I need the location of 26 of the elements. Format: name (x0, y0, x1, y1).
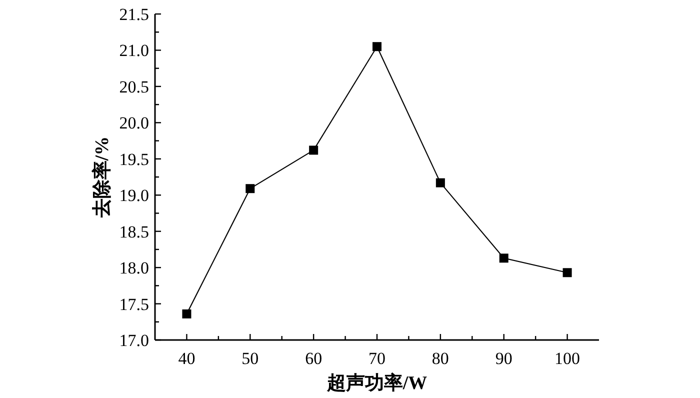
point (182, 309, 192, 318)
x-tick-label: 100 (554, 349, 580, 368)
point (499, 254, 508, 263)
y-tick-label: 20.5 (119, 77, 149, 96)
y-tick-label: 19.0 (119, 186, 149, 206)
x-tick-label: 80 (432, 349, 449, 368)
x-tick-label: 50 (242, 349, 259, 368)
point (562, 268, 572, 278)
x-tick-label: 40 (178, 349, 196, 368)
point (309, 146, 318, 155)
x-tick-label: 70 (368, 349, 386, 368)
y-tick-label: 17.5 (119, 294, 149, 314)
point (372, 42, 382, 52)
point (246, 184, 255, 194)
y-tick-label: 18.0 (119, 258, 149, 278)
y-tick-label: 17.0 (119, 331, 149, 350)
x-tick-label: 90 (495, 349, 512, 368)
y-tick-label: 19.5 (119, 150, 149, 169)
y-tick-label: 18.5 (119, 222, 149, 242)
point (436, 178, 445, 188)
y-tick-label: 21.5 (119, 5, 149, 24)
x-tick-label: 60 (305, 349, 322, 368)
y-axis-title: 去除率/% (91, 136, 113, 219)
y-tick-label: 21.0 (119, 41, 149, 60)
y-tick-label: 20.0 (119, 114, 149, 133)
x-axis-title: 超声功率/W (326, 372, 428, 394)
